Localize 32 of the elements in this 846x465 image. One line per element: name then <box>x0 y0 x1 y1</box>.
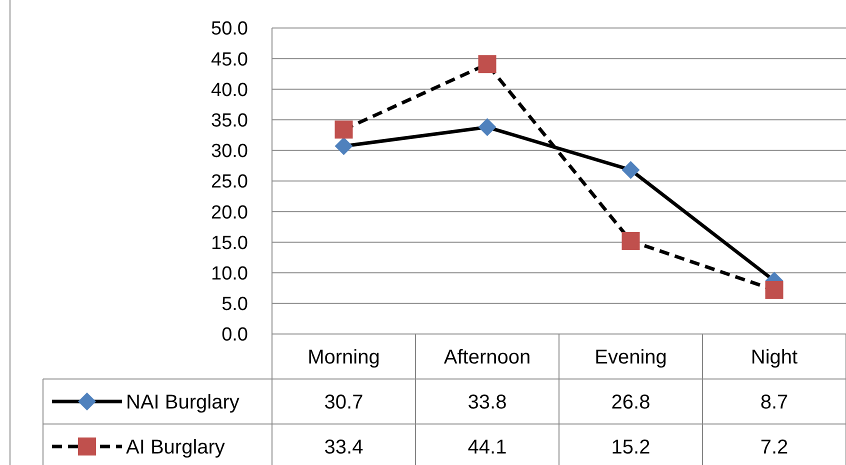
y-tick-label: 35.0 <box>211 110 248 132</box>
x-tick-label: Afternoon <box>444 346 531 368</box>
y-tick-label: 50.0 <box>211 18 248 40</box>
point <box>622 232 640 250</box>
y-tick-label: 20.0 <box>211 202 248 224</box>
y-tick-label: 10.0 <box>211 263 248 284</box>
y-tick-label: 30.0 <box>211 141 248 162</box>
point <box>334 137 353 156</box>
y-tick-label: 25.0 <box>211 172 248 193</box>
data-label: 26.8 <box>611 392 650 414</box>
data-label: 44.1 <box>468 436 507 458</box>
point <box>765 280 784 299</box>
x-tick-label: Evening <box>594 346 667 368</box>
x-tick-label: Night <box>750 346 798 368</box>
data-label: 15.2 <box>611 436 650 458</box>
point <box>334 120 353 139</box>
point <box>478 118 496 136</box>
y-tick-label: 0.0 <box>222 324 248 346</box>
y-tick-label: 15.0 <box>211 232 248 254</box>
data-label: 33.8 <box>468 392 507 414</box>
data-label: 30.7 <box>324 392 364 414</box>
data-label: 7.2 <box>760 436 788 458</box>
y-tick-label: 45.0 <box>211 49 248 70</box>
data-label: 8.7 <box>760 392 788 414</box>
y-tick-label: 5.0 <box>222 294 248 316</box>
point <box>622 160 640 179</box>
legend-label: NAI Burglary <box>126 392 240 414</box>
y-tick-label: 40.0 <box>211 80 248 101</box>
data-label: 33.4 <box>324 436 364 458</box>
x-tick-label: Morning <box>308 346 380 368</box>
legend-label: AI Burglary <box>126 436 225 458</box>
point <box>478 55 496 74</box>
